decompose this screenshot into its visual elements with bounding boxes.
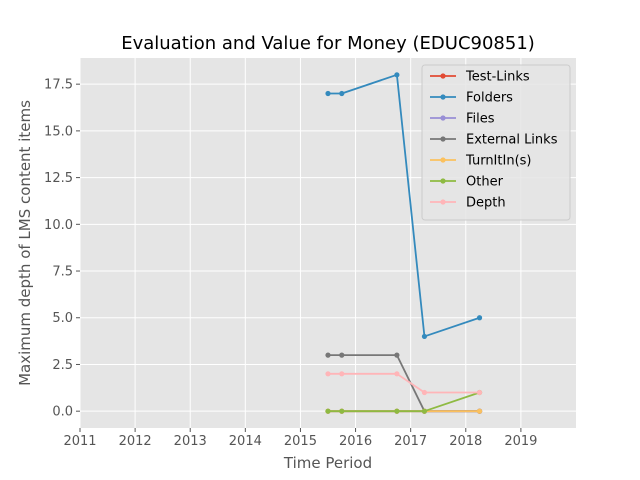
axis-ticks: 2011 2012 2013 2014 2015 2016 2017 2018 2019 0.0 2…: [44, 78, 537, 449]
series-depth: [325, 371, 483, 396]
series-folders: [325, 72, 483, 340]
legend-label-turnitin-s: TurnItIn(s): [465, 154, 531, 169]
data-point-other: [325, 408, 331, 414]
x-tick-label: 2011: [63, 434, 96, 449]
legend-label-folders: Folders: [466, 91, 513, 106]
legend-label-files: Files: [466, 112, 495, 127]
data-point-turnitin-s: [476, 408, 483, 414]
legend: Test-Links Folders Files External Links Turn…: [421, 64, 571, 221]
data-point-folders: [476, 315, 483, 321]
legend-label-external-links: External Links: [466, 133, 558, 148]
x-tick-label: 2014: [229, 434, 262, 449]
data-point-folders: [339, 90, 345, 97]
legend-marker-other: [440, 178, 446, 184]
data-point-other: [339, 408, 345, 414]
data-point-external-links: [339, 352, 345, 358]
legend-marker-depth: [440, 199, 446, 205]
x-tick-label: 2019: [504, 434, 537, 449]
x-tick-label: 2012: [119, 434, 152, 449]
data-point-folders: [325, 90, 331, 97]
legend-label-other: Other: [466, 175, 504, 190]
y-tick-label: 17.5: [44, 78, 73, 93]
data-point-depth: [339, 371, 345, 377]
legend-marker-test-links: [440, 73, 446, 79]
y-tick-label: 5.0: [52, 311, 73, 326]
legend-marker-folders: [440, 94, 446, 100]
y-tick-label: 7.5: [52, 265, 73, 280]
y-axis-label: Maximum depth of LMS content items: [16, 100, 34, 386]
legend-marker-files: [440, 115, 446, 121]
x-tick-label: 2016: [339, 434, 372, 449]
x-tick-label: 2013: [174, 434, 207, 449]
legend-label-test-links: Test-Links: [465, 70, 530, 85]
data-point-depth: [394, 371, 400, 377]
legend-label-depth: Depth: [466, 196, 506, 211]
legend-marker-external-links: [440, 136, 446, 142]
legend-box: [421, 64, 571, 221]
legend-marker-turnitin-s: [440, 157, 446, 163]
data-point-other: [394, 408, 400, 414]
data-point-other: [421, 408, 428, 414]
y-tick-label: 12.5: [44, 171, 73, 186]
data-point-external-links: [325, 352, 331, 358]
series-other: [325, 389, 483, 414]
y-tick-label: 15.0: [44, 124, 73, 139]
data-point-depth: [325, 371, 331, 377]
data-point-depth: [476, 389, 483, 396]
data-point-depth: [421, 389, 428, 396]
x-tick-label: 2018: [449, 434, 482, 449]
y-tick-label: 0.0: [52, 405, 73, 420]
x-tick-label: 2015: [284, 434, 317, 449]
x-tick-label: 2017: [394, 434, 427, 449]
chart-title: Evaluation and Value for Money (EDUC9085…: [121, 33, 535, 54]
x-axis-label: Time Period: [283, 454, 372, 472]
data-point-folders: [421, 333, 428, 340]
y-tick-label: 2.5: [52, 358, 73, 373]
series-lines: [325, 72, 483, 414]
data-point-external-links: [394, 352, 400, 358]
data-point-folders: [394, 72, 400, 78]
y-tick-label: 10.0: [44, 218, 73, 233]
